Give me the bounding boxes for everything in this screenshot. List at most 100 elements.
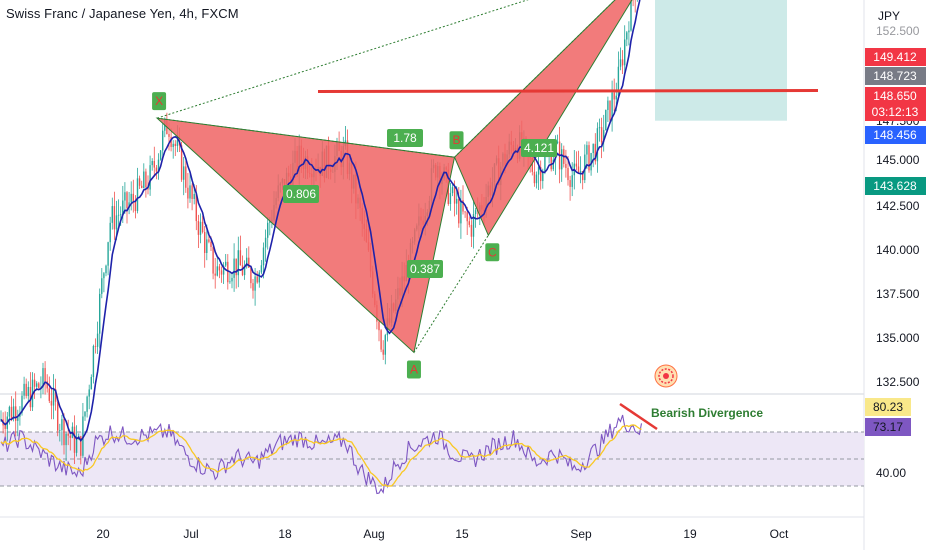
candle-body <box>183 166 185 180</box>
candle-body <box>138 178 141 186</box>
candle-body <box>120 214 122 216</box>
candle-body <box>115 215 118 230</box>
risk-reward-zones[interactable] <box>655 0 787 121</box>
event-icon <box>663 373 669 379</box>
candle-body <box>8 406 11 417</box>
price-tag-value: 149.412 <box>873 50 917 64</box>
candle-body <box>472 214 475 237</box>
candle-body <box>464 211 466 213</box>
rsi-line <box>0 414 643 495</box>
candle-body <box>218 266 221 271</box>
price-tick-label: 132.500 <box>876 375 920 389</box>
ratio-label: 0.806 <box>286 187 316 201</box>
candle-body <box>577 166 580 173</box>
candle-body <box>122 200 124 215</box>
price-tag-value: 143.628 <box>873 179 917 193</box>
candle-body <box>456 198 458 204</box>
point-label-box <box>485 243 500 262</box>
candle-body <box>4 425 6 429</box>
candle-body <box>63 419 65 446</box>
candle-body <box>201 221 204 233</box>
candle-body <box>598 127 601 129</box>
candle-body <box>145 171 147 188</box>
candle-body <box>69 435 71 438</box>
rsi-value-tag-text: 73.17 <box>873 420 903 434</box>
candle-body <box>113 206 116 230</box>
candle-body <box>248 257 250 268</box>
candle-body <box>204 232 206 254</box>
candle-body <box>220 270 223 275</box>
rsi-value-tag <box>865 398 911 416</box>
candle-body <box>153 161 155 168</box>
candle-body <box>556 141 559 144</box>
candle-body <box>134 201 137 211</box>
candle-body <box>590 153 592 171</box>
candle-body <box>460 200 462 224</box>
candle-body <box>269 221 271 223</box>
candle-body <box>101 278 103 294</box>
currency-label: JPY <box>878 9 901 23</box>
candle-body <box>157 159 160 172</box>
candle-body <box>552 159 554 170</box>
ratio-label-box <box>521 139 557 157</box>
candle-body <box>382 349 384 355</box>
pattern-ratio-line <box>454 0 616 158</box>
ratio-label: 4.121 <box>524 141 554 155</box>
candle-body <box>136 178 139 211</box>
take-profit-zone <box>655 0 787 121</box>
moving-average <box>0 0 641 442</box>
candle-body <box>384 335 386 355</box>
candle-body <box>575 163 578 167</box>
candle-body <box>246 257 248 267</box>
candle-body <box>474 210 477 215</box>
candle-body <box>565 163 567 168</box>
candle-body <box>29 386 32 408</box>
candle-body <box>103 273 105 279</box>
candle-body <box>132 193 134 202</box>
candle-body <box>256 276 258 283</box>
candle-body <box>86 396 88 412</box>
candle-body <box>124 192 126 201</box>
candle-body <box>52 388 55 406</box>
drawing-lines[interactable] <box>0 0 864 93</box>
candle-body <box>225 261 227 266</box>
pattern-ratio-line <box>157 117 455 158</box>
candle-body <box>149 165 151 190</box>
candle-body <box>609 100 611 121</box>
candle-body <box>117 214 120 216</box>
candle-body <box>38 383 40 388</box>
bar-countdown: 03:12:13 <box>872 105 919 119</box>
ratio-label-box <box>387 129 423 147</box>
candle-body <box>10 406 13 419</box>
candle-body <box>579 171 582 173</box>
candle-body <box>544 155 546 172</box>
candle-body <box>130 193 132 203</box>
candle-body <box>250 267 252 284</box>
candle-body <box>586 145 588 155</box>
divergence-annotation: Bearish Divergence <box>651 406 763 420</box>
candle-body <box>193 194 195 199</box>
candle-body <box>92 346 95 378</box>
candle-body <box>46 381 48 389</box>
candle-body <box>237 250 239 276</box>
candle-body <box>233 258 235 278</box>
candle-body <box>15 406 17 421</box>
price-tag-ma <box>865 126 926 144</box>
resistance-line <box>317 89 819 93</box>
candle-body <box>619 59 622 67</box>
candle-body <box>84 411 86 417</box>
candle-body <box>21 395 23 413</box>
point-label-box <box>406 360 421 379</box>
candle-body <box>267 222 269 238</box>
price-tick-label: 135.000 <box>876 331 920 345</box>
pattern-ratio-line <box>413 235 489 353</box>
time-tick-label: Aug <box>363 527 384 541</box>
time-tick-label: Jul <box>183 527 198 541</box>
candle-body <box>229 281 231 283</box>
time-tick-label: 20 <box>96 527 110 541</box>
candle-body <box>550 152 552 170</box>
price-tag-high <box>865 67 926 85</box>
pattern-triangle-xab <box>155 117 456 354</box>
candle-body <box>141 185 143 188</box>
